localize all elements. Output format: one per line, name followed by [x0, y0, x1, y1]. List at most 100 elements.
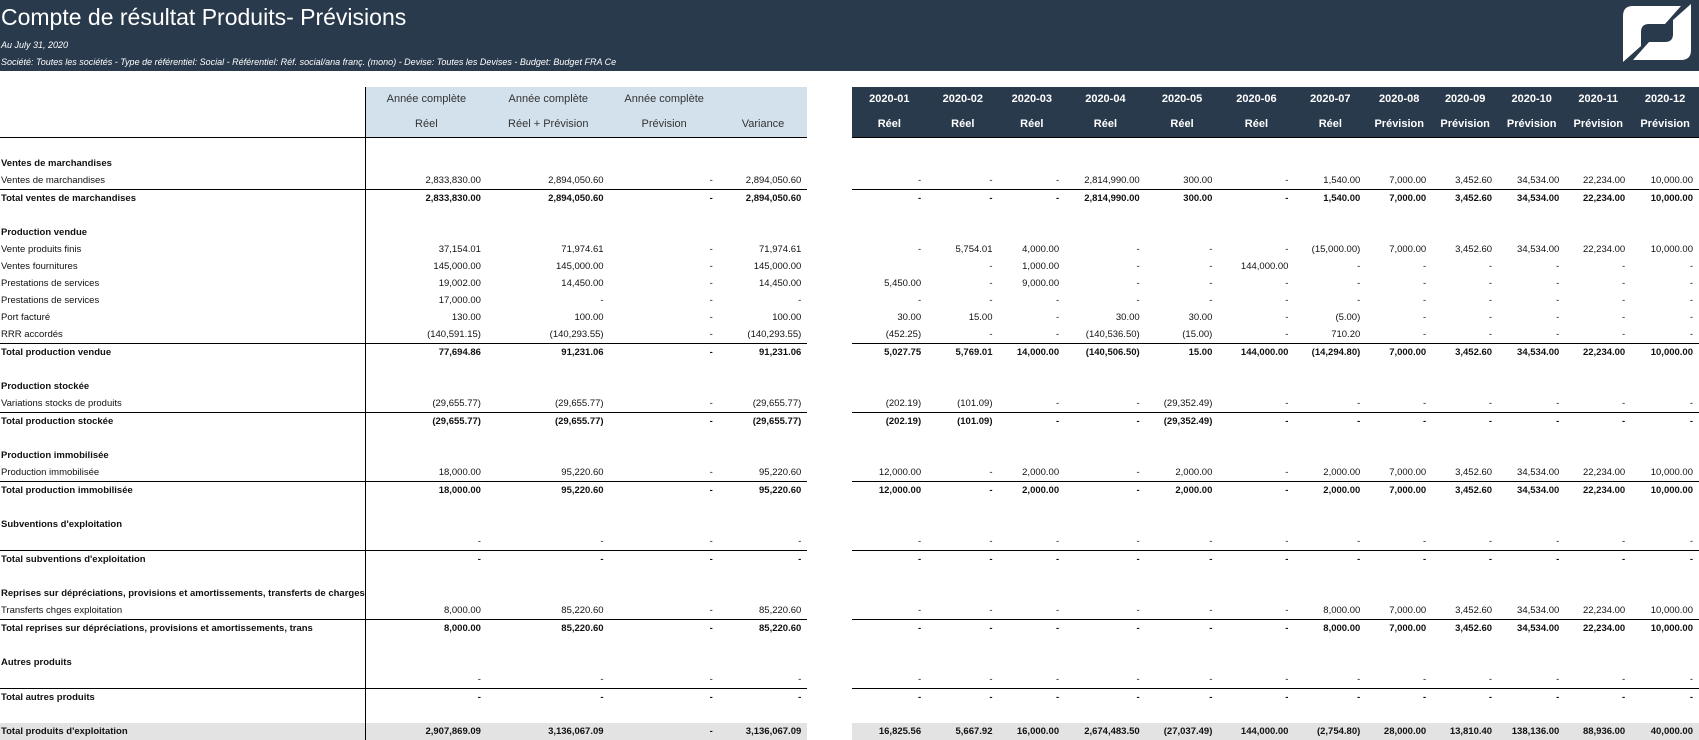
row-label: Total reprises sur dépréciations, provis… — [0, 619, 366, 637]
fullyear-value: - — [365, 550, 487, 568]
month-value: - — [1423, 295, 1427, 306]
month-value — [1065, 378, 1146, 395]
month-value: - — [1423, 674, 1427, 685]
month-value: 144,000.00 — [1218, 723, 1295, 740]
fullyear-value: 14,450.00 — [561, 278, 604, 289]
row-label: Production immobilisée — [0, 464, 366, 482]
month-value: - — [1136, 467, 1140, 478]
month-value — [1432, 585, 1498, 602]
fullyear-value — [610, 361, 719, 378]
fullyear-value: 8,000.00 — [443, 605, 481, 616]
month-value: - — [1285, 605, 1289, 616]
month-value: - — [1285, 467, 1289, 478]
month-value: - — [1055, 295, 1060, 306]
empty-cell — [1432, 138, 1498, 156]
report-title: Compte de résultat Produits- Prévisions — [1, 4, 407, 30]
fullyear-value: 8,000.00 — [365, 619, 487, 637]
month-value — [927, 585, 998, 602]
month-value — [927, 361, 998, 378]
section-header-row: Reprises sur dépréciations, provisions e… — [0, 585, 1699, 602]
empty-cell — [852, 138, 928, 156]
month-value: - — [927, 189, 999, 207]
month-value: 40,000.00 — [1631, 723, 1699, 740]
column-gap — [807, 447, 851, 464]
fullyear-value: - — [709, 329, 713, 340]
fullyear-value — [610, 447, 719, 464]
month-value: - — [1488, 674, 1493, 685]
month-value — [1432, 499, 1498, 516]
month-value: - — [1622, 536, 1626, 547]
month-value: 10,000.00 — [1650, 175, 1693, 186]
month-value: - — [917, 536, 922, 547]
month-value: 88,936.00 — [1565, 723, 1632, 740]
spacer-row — [0, 361, 1699, 378]
row-label — [0, 533, 366, 551]
row-label: Vente produits finis — [0, 241, 366, 258]
fullyear-value: - — [600, 536, 604, 547]
fullyear-value: (29,655.77) — [718, 412, 808, 430]
month-value: - — [1285, 674, 1289, 685]
month-column-header: 2020-12 — [1631, 87, 1699, 112]
column-gap — [807, 602, 851, 620]
month-value — [1218, 585, 1294, 602]
empty-cell — [998, 138, 1065, 156]
month-value: 5,754.01 — [955, 244, 993, 255]
fullyear-column-header: Réel + Prévision — [486, 112, 610, 138]
month-value: - — [917, 295, 922, 306]
month-value: - — [1065, 688, 1146, 706]
month-value: (29,352.49) — [1163, 398, 1213, 409]
month-value — [1065, 637, 1146, 654]
total-row: Total subventions d'exploitation - - - - - - - -… — [0, 550, 1699, 568]
fullyear-value: 95,220.60 — [561, 467, 604, 478]
month-value — [1218, 516, 1294, 533]
month-value: 10,000.00 — [1631, 189, 1699, 207]
month-value: (15,000.00) — [1311, 244, 1361, 255]
month-value: - — [1065, 550, 1146, 568]
spacer-row — [0, 637, 1699, 654]
month-value: 30.00 — [897, 312, 922, 323]
fullyear-value: 14,450.00 — [759, 278, 802, 289]
fullyear-value: 145,000.00 — [433, 261, 481, 272]
month-value: - — [989, 467, 993, 478]
total-row: Total ventes de marchandises 2,833,830.00… — [0, 189, 1699, 207]
fullyear-value: 95,220.60 — [486, 481, 610, 499]
month-value: 16,825.56 — [851, 723, 928, 740]
month-value: 12,000.00 — [878, 467, 922, 478]
fullyear-value — [719, 654, 808, 671]
month-value — [1218, 378, 1294, 395]
month-value — [1218, 430, 1294, 447]
month-value: 1,000.00 — [1022, 261, 1060, 272]
month-value: 2,000.00 — [1022, 467, 1060, 478]
month-value — [998, 430, 1065, 447]
row-label: Ventes de marchandises — [0, 155, 366, 172]
month-value — [1294, 516, 1366, 533]
month-column-header: 2020-03 — [998, 87, 1066, 112]
month-value — [852, 585, 928, 602]
month-value — [1432, 361, 1498, 378]
month-value — [1218, 654, 1294, 671]
fullyear-value: - — [609, 723, 719, 740]
month-value: - — [1488, 278, 1493, 289]
month-value — [1498, 499, 1565, 516]
fullyear-value — [719, 706, 808, 723]
month-value — [998, 568, 1065, 585]
fullyear-value: - — [709, 295, 713, 306]
month-value: - — [1055, 674, 1060, 685]
month-value — [1565, 207, 1631, 224]
month-value — [1631, 155, 1699, 172]
month-value: 3,452.60 — [1455, 467, 1493, 478]
fullyear-value — [719, 207, 808, 224]
month-value: - — [1357, 278, 1361, 289]
month-value — [852, 706, 928, 723]
month-value: - — [1055, 312, 1060, 323]
month-value: - — [1488, 536, 1493, 547]
fullyear-value — [610, 207, 719, 224]
fullyear-value: - — [709, 398, 713, 409]
month-value: - — [1055, 329, 1060, 340]
fullyear-value: 85,220.60 — [561, 605, 604, 616]
month-column-header: 2020-08 — [1366, 87, 1433, 112]
month-value: 300.00 — [1145, 189, 1219, 207]
month-value: 144,000.00 — [1218, 343, 1295, 361]
month-value: - — [1136, 674, 1140, 685]
month-column-header: Réel — [851, 112, 928, 138]
